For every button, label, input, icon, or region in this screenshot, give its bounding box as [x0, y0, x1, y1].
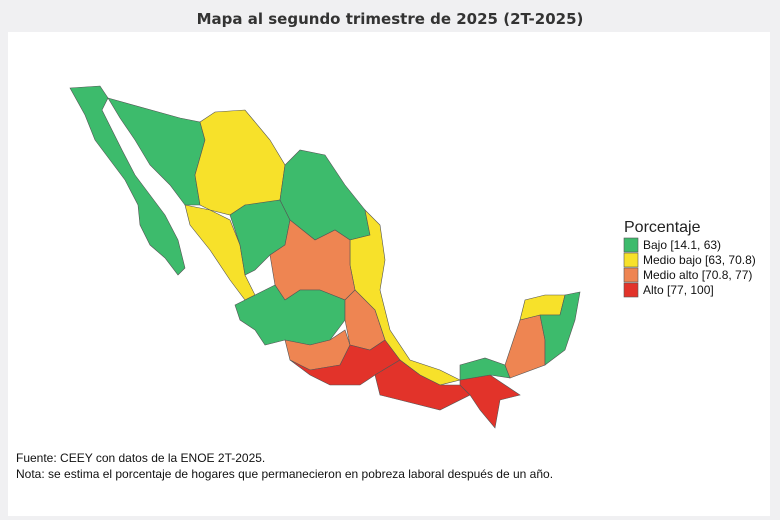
legend-label: Bajo [14.1, 63)	[643, 238, 721, 252]
region	[539, 291, 581, 366]
legend-swatch	[623, 252, 639, 268]
region	[234, 284, 346, 346]
source: Fuente: CEEY con datos de la ENOE 2T-202…	[16, 451, 265, 465]
region	[459, 374, 521, 429]
legend-title: Porcentaje	[624, 219, 701, 236]
legend: Bajo [14.1, 63)Medio bajo [63, 70.8)Medi…	[623, 237, 756, 298]
legend-swatch	[623, 282, 639, 298]
legend-label: Alto [77, 100]	[643, 283, 714, 297]
legend-swatch	[623, 267, 639, 283]
map	[69, 85, 581, 429]
region	[289, 339, 401, 386]
legend-swatch	[623, 237, 639, 253]
region	[107, 97, 206, 206]
title: Mapa al segundo trimestre de 2025 (2T-20…	[197, 10, 584, 28]
region	[69, 85, 186, 276]
legend-label: Medio alto [70.8, 77)	[643, 268, 752, 282]
legend-label: Medio bajo [63, 70.8)	[643, 253, 756, 267]
note: Nota: se estima el porcentaje de hogares…	[16, 467, 553, 481]
